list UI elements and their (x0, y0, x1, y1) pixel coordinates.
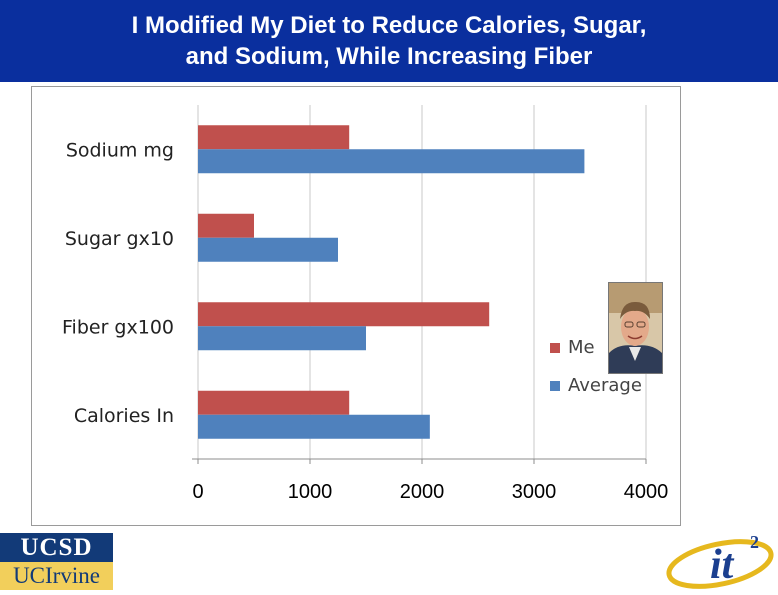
x-tick-label: 2000 (400, 481, 445, 503)
bar-average-sodium-mg (198, 149, 585, 174)
x-tick-label: 1000 (288, 481, 333, 503)
bar-chart: 0 1000 2000 3000 4000 Sodium mg Sugar gx10 Fibe… (62, 105, 669, 503)
bar-me-sodium-mg (198, 125, 350, 150)
legend-swatch-average (550, 381, 560, 391)
category-label: Calories In (74, 405, 174, 427)
bar-me-calories-in (198, 390, 350, 415)
it2-logo-superscript: 2 (750, 532, 759, 552)
bar-average-sugar-gx10 (198, 237, 338, 262)
x-tick-label: 0 (192, 481, 203, 503)
it2-logo: it 2 (664, 526, 778, 590)
legend-label-average: Average (568, 375, 642, 396)
it2-logo-text: it (710, 542, 735, 588)
slide-title-line-2: and Sodium, While Increasing Fiber (185, 43, 593, 70)
uc-irvine-logo: UCIrvine (0, 562, 113, 590)
legend-swatch-me (550, 343, 560, 353)
legend-label-me: Me (568, 337, 595, 358)
category-label: Sodium mg (66, 139, 174, 161)
slide-title-line-1: I Modified My Diet to Reduce Calories, S… (131, 12, 647, 39)
chart-frame: 0 1000 2000 3000 4000 Sodium mg Sugar gx10 Fibe… (31, 86, 681, 526)
x-tick-label: 4000 (624, 481, 669, 503)
presenter-photo (608, 282, 663, 374)
bar-average-fiber-gx100 (198, 326, 366, 351)
bar-me-sugar-gx10 (198, 213, 254, 238)
category-label: Sugar gx10 (65, 228, 174, 250)
ucsd-logo: UCSD (0, 533, 113, 562)
bar-me-fiber-gx100 (198, 302, 490, 327)
bar-average-calories-in (198, 414, 430, 439)
slide-title-bar: I Modified My Diet to Reduce Calories, S… (0, 0, 778, 82)
category-label: Fiber gx100 (62, 316, 174, 338)
x-tick-label: 3000 (512, 481, 557, 503)
